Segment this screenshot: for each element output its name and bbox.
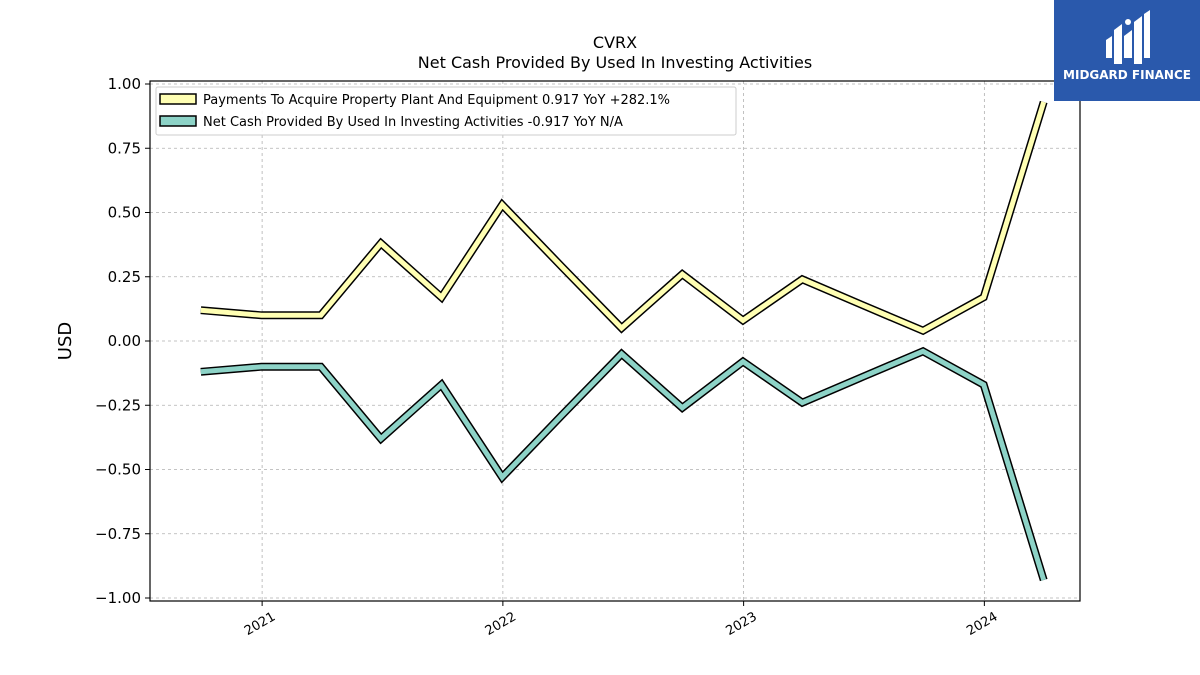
x-tick-label: 2024 (964, 609, 1000, 639)
chart-subtitle: Net Cash Provided By Used In Investing A… (418, 53, 812, 72)
y-tick-label: −0.75 (95, 525, 141, 543)
y-tick-label: 0.75 (108, 139, 141, 157)
legend-swatch (159, 93, 197, 105)
chart-title: CVRX (593, 33, 637, 52)
y-tick-label: −1.00 (95, 589, 141, 607)
y-tick-label: 0.25 (108, 268, 141, 286)
grid-lines (150, 81, 1080, 601)
x-tick-label: 2022 (483, 609, 519, 639)
y-tick-label: −0.50 (95, 461, 141, 479)
series-line-outline (200, 100, 1048, 336)
series-line (200, 348, 1047, 581)
brand-name: MIDGARD FINANCE (1063, 68, 1191, 82)
series-line-outline (200, 346, 1048, 582)
x-tick-label: 2023 (723, 609, 759, 639)
legend-label: Net Cash Provided By Used In Investing A… (203, 115, 623, 130)
series-lines (200, 100, 1048, 582)
legend: Payments To Acquire Property Plant And E… (155, 86, 737, 136)
y-tick-label: 1.00 (108, 75, 141, 93)
series-line (200, 101, 1047, 334)
legend-swatch (159, 115, 197, 127)
y-tick-label: 0.50 (108, 204, 141, 222)
y-tick-label: 0.00 (108, 332, 141, 350)
x-tick-label: 2021 (242, 609, 278, 639)
y-tick-label: −0.25 (95, 396, 141, 414)
y-axis-label: USD (55, 322, 76, 360)
legend-label: Payments To Acquire Property Plant And E… (203, 93, 670, 108)
x-axis: 2021 2022 2023 2024 (242, 601, 1000, 639)
y-axis: 1.00 0.75 0.50 0.25 0.00 −0.25 −0.50 −0.75 −1.00 (95, 75, 150, 607)
legend-box (155, 86, 737, 136)
brand-logo: MIDGARD FINANCE (1054, 0, 1200, 101)
logo-mark-icon (1106, 10, 1150, 64)
